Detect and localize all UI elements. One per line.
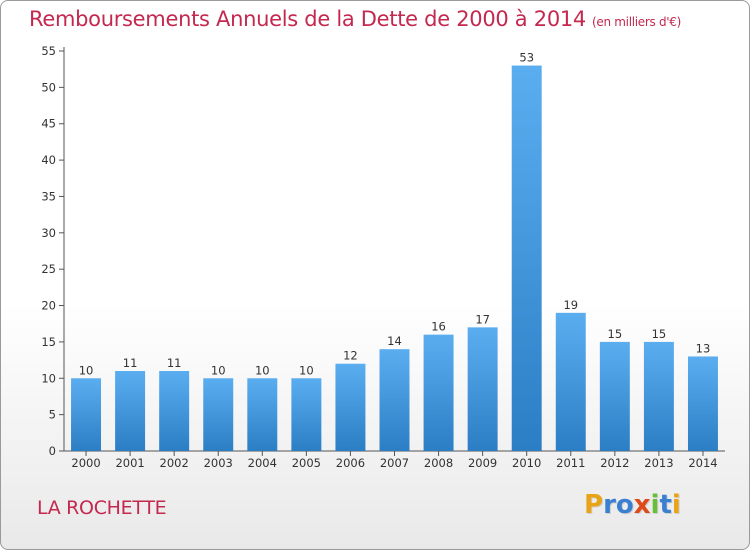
data-label: 11 [123,356,138,370]
commune-name: LA ROCHETTE [37,497,167,519]
bar [203,378,234,451]
data-label: 19 [563,298,578,312]
x-tick-label: 2009 [468,456,497,470]
x-tick-label: 2002 [160,456,189,470]
data-label: 10 [211,363,226,377]
y-tick-label: 30 [41,226,56,240]
chart-unit-note: (en milliers d'€) [592,15,682,29]
data-label: 17 [475,312,490,326]
bar [247,378,278,451]
y-tick-label: 5 [49,408,56,422]
data-label: 10 [299,363,314,377]
x-tick-label: 2013 [644,456,673,470]
y-tick-label: 35 [41,189,56,203]
logo-letter: r [603,490,616,520]
x-tick-label: 2014 [688,456,717,470]
data-label: 11 [167,356,182,370]
bar [643,341,674,451]
data-label: 10 [79,363,94,377]
x-tick-label: 2004 [248,456,277,470]
data-label: 14 [387,334,402,348]
y-tick-label: 15 [41,335,56,349]
logo-letter: P [584,490,604,520]
bar [71,378,102,451]
data-label: 53 [519,51,534,65]
y-tick-label: 50 [41,80,56,94]
data-label: 12 [343,349,358,363]
x-tick-label: 2010 [512,456,541,470]
logo-letter: t [659,490,672,520]
bar [291,378,322,451]
bars [71,65,718,451]
axes: 0 5 10 15 20 25 30 35 40 45 50 55 2000 2001 2002 2003 20… [41,44,725,470]
bar [335,363,366,451]
value-labels: 10 11 11 10 10 10 12 14 16 17 53 19 15 15 13 [79,51,711,378]
y-tick-label: 45 [41,117,56,131]
x-tick-label: 2003 [204,456,233,470]
x-tick-label: 2000 [71,456,100,470]
x-tick-label: 2001 [115,456,144,470]
data-label: 13 [696,341,711,355]
chart-title: Remboursements Annuels de la Dette de 20… [29,7,681,31]
logo-letter: i [650,490,660,520]
bar [379,349,410,451]
bar [687,356,718,451]
y-tick-label: 40 [41,153,56,167]
logo-letter: o [615,490,634,520]
logo-letter: x [633,490,651,520]
bar [159,371,190,451]
x-tick-label: 2005 [292,456,321,470]
y-tick-label: 25 [41,262,56,276]
bar [511,65,542,451]
x-tick-label: 2007 [380,456,409,470]
x-tick-label: 2011 [556,456,585,470]
proxiti-logo: Proxiti [584,490,681,520]
bar [115,371,146,451]
bar [423,334,454,451]
y-tick-label: 10 [41,371,56,385]
x-tick-label: 2008 [424,456,453,470]
data-label: 15 [608,327,623,341]
bar [599,341,630,451]
y-tick-label: 55 [41,44,56,58]
bar [555,312,586,451]
chart-title-text: Remboursements Annuels de la Dette de 20… [29,7,586,31]
data-label: 15 [652,327,667,341]
x-tick-label: 2006 [336,456,365,470]
x-tick-label: 2012 [600,456,629,470]
logo-letter: i [671,490,681,520]
bar [467,327,498,451]
y-tick-label: 20 [41,299,56,313]
data-label: 16 [431,320,446,334]
y-tick-label: 0 [49,444,56,458]
data-label: 10 [255,363,270,377]
